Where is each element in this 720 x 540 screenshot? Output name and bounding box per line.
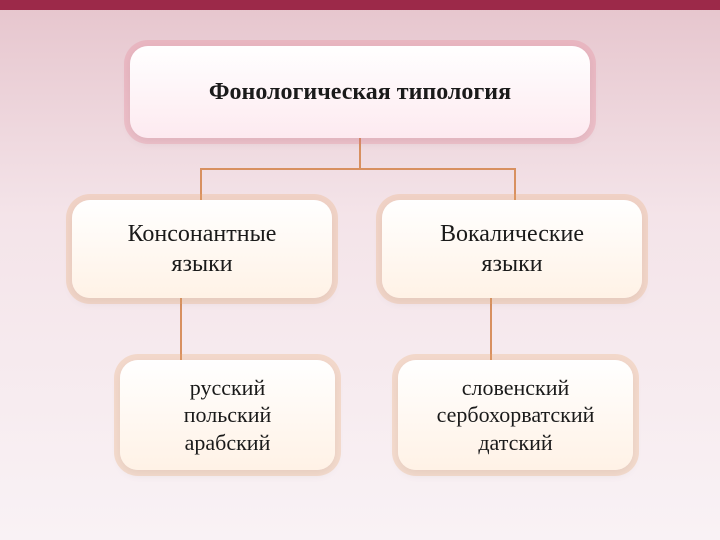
category-node-vocalic: Вокалические языки (382, 200, 642, 298)
connector (200, 168, 516, 170)
category-node-consonant: Консонантные языки (72, 200, 332, 298)
connector (490, 298, 492, 360)
category-label: Консонантные (128, 219, 277, 249)
root-title: Фонологическая типология (209, 77, 511, 107)
leaf-item: словенский (462, 374, 570, 402)
category-label: языки (171, 249, 232, 279)
leaf-item: польский (184, 401, 272, 429)
leaf-node-consonant-examples: русский польский арабский (120, 360, 335, 470)
connector (180, 298, 182, 360)
diagram-canvas: Фонологическая типология Консонантные яз… (0, 0, 720, 540)
leaf-item: арабский (185, 429, 271, 457)
connector (359, 138, 361, 168)
leaf-item: датский (478, 429, 552, 457)
leaf-item: сербохорватский (437, 401, 595, 429)
leaf-item: русский (190, 374, 265, 402)
connector (514, 168, 516, 200)
root-node: Фонологическая типология (130, 46, 590, 138)
connector (200, 168, 202, 200)
category-label: Вокалические (440, 219, 584, 249)
leaf-node-vocalic-examples: словенский сербохорватский датский (398, 360, 633, 470)
category-label: языки (481, 249, 542, 279)
